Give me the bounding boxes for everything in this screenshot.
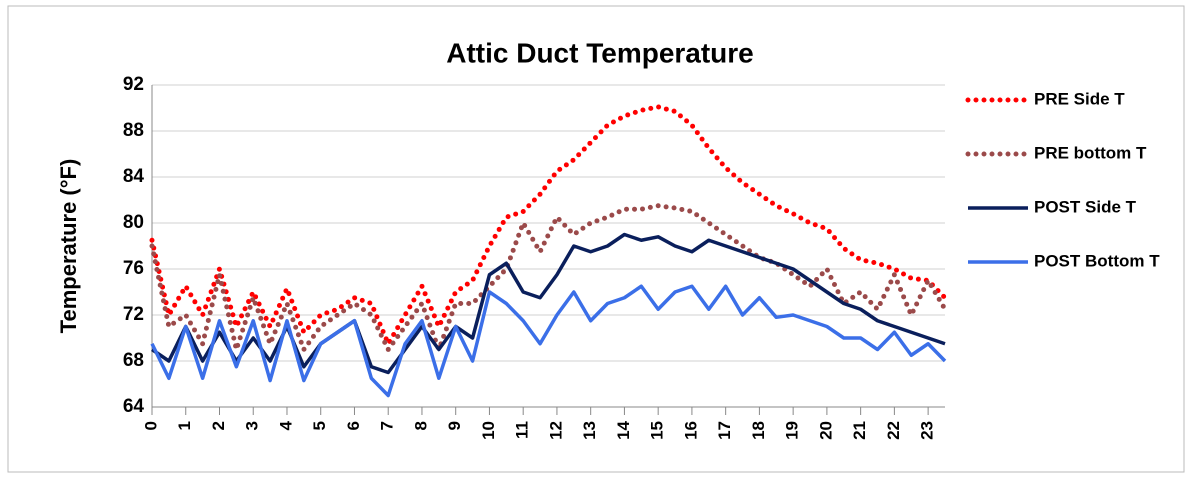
frame (7, 5, 1185, 473)
x-tick-label: 1 (175, 421, 194, 430)
series-line (149, 104, 948, 350)
x-tick-label: 15 (648, 421, 667, 440)
x-tick-label: 10 (479, 421, 498, 440)
x-tick-label: 17 (715, 421, 734, 440)
y-tick-label: 68 (123, 350, 144, 371)
x-tick-label: 22 (884, 421, 903, 440)
x-tick-label: 6 (344, 421, 363, 430)
x-tick-label: 21 (850, 421, 869, 440)
y-tick-label: 88 (123, 120, 144, 141)
y-axis-label: Temperature (°F) (56, 159, 81, 334)
y-tick-label: 84 (123, 166, 145, 187)
x-tick-label: 14 (614, 420, 633, 439)
x-tick-label: 13 (580, 421, 599, 440)
legend-label: PRE Side T (1034, 89, 1125, 108)
x-tick-label: 23 (918, 421, 937, 440)
legend-label: POST Side T (1034, 197, 1137, 216)
x-tick-label: 2 (209, 421, 228, 430)
x-tick-label: 16 (681, 421, 700, 440)
x-tick-label: 9 (445, 421, 464, 430)
x-tick-label: 4 (276, 420, 295, 430)
y-tick-label: 92 (123, 74, 144, 95)
x-tick-label: 11 (513, 421, 532, 439)
x-tick-label: 7 (378, 421, 397, 430)
x-tick-label: 19 (783, 421, 802, 440)
x-tick-label: 18 (749, 421, 768, 440)
series-line (150, 284, 947, 398)
y-tick-label: 76 (123, 258, 144, 279)
x-tick-label: 12 (546, 421, 565, 440)
x-tick-label: 20 (816, 421, 835, 440)
series-line (149, 203, 948, 359)
y-tick-label: 64 (123, 396, 145, 417)
y-tick-label: 72 (123, 304, 144, 325)
legend-label: POST Bottom T (1034, 251, 1160, 270)
x-tick-label: 3 (243, 421, 262, 430)
chart-title: Attic Duct Temperature (446, 37, 754, 68)
x-tick-label: 0 (141, 421, 160, 430)
x-tick-label: 5 (310, 421, 329, 430)
x-tick-label: 8 (411, 421, 430, 430)
y-tick-label: 80 (123, 212, 144, 233)
legend-label: PRE bottom T (1034, 143, 1147, 162)
